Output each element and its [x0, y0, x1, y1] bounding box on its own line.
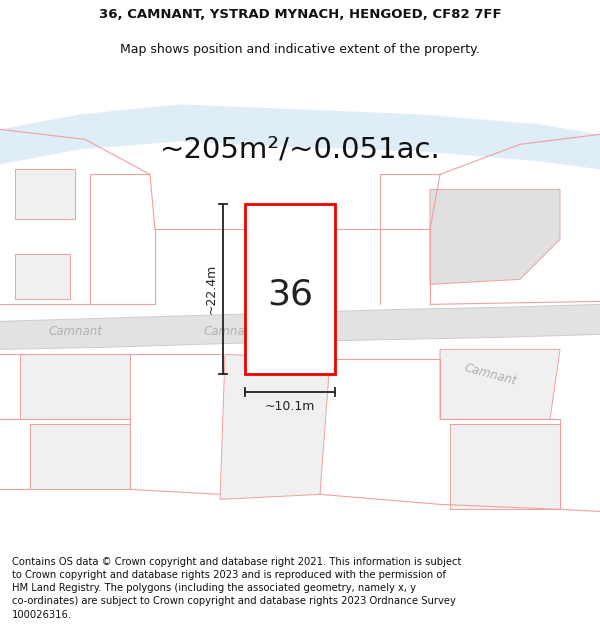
Polygon shape: [220, 354, 330, 499]
Text: ~205m²/~0.051ac.: ~205m²/~0.051ac.: [160, 136, 440, 163]
Text: 36, CAMNANT, YSTRAD MYNACH, HENGOED, CF82 7FF: 36, CAMNANT, YSTRAD MYNACH, HENGOED, CF8…: [98, 8, 502, 21]
Polygon shape: [15, 169, 75, 219]
Text: ~22.4m: ~22.4m: [205, 264, 218, 314]
Polygon shape: [0, 104, 600, 169]
Text: Camnant: Camnant: [48, 325, 102, 338]
Text: ~10.1m: ~10.1m: [265, 400, 315, 413]
Bar: [245, 204, 335, 374]
Text: Camnant: Camnant: [462, 361, 518, 388]
Polygon shape: [440, 349, 560, 419]
Text: Camnant: Camnant: [203, 325, 257, 338]
Polygon shape: [0, 304, 600, 349]
Polygon shape: [15, 254, 70, 299]
Polygon shape: [450, 424, 560, 509]
Polygon shape: [20, 354, 130, 419]
Text: Map shows position and indicative extent of the property.: Map shows position and indicative extent…: [120, 42, 480, 56]
Text: Contains OS data © Crown copyright and database right 2021. This information is : Contains OS data © Crown copyright and d…: [12, 557, 461, 619]
Text: 36: 36: [267, 278, 313, 311]
Polygon shape: [430, 189, 560, 284]
Polygon shape: [30, 424, 130, 489]
